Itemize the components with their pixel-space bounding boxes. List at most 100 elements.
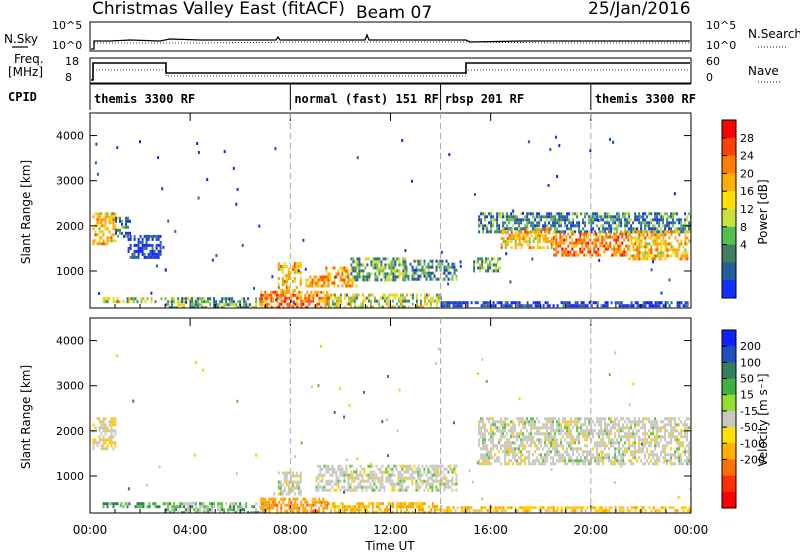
velocity-cell	[445, 476, 448, 480]
power-cell	[380, 269, 383, 273]
power-cell	[646, 224, 649, 228]
power-cell	[454, 301, 457, 305]
velocity-cell	[660, 450, 663, 454]
velocity-cell	[626, 438, 629, 442]
velocity-cell	[290, 506, 293, 510]
power-cell	[253, 306, 256, 308]
velocity-cell	[460, 506, 463, 510]
power-cell	[456, 301, 459, 305]
power-cell	[563, 253, 566, 257]
velocity-cell	[600, 438, 603, 442]
velocity-cell	[490, 453, 493, 457]
velocity-cell	[596, 447, 599, 451]
power-cell	[656, 212, 659, 216]
power-cell	[110, 221, 113, 225]
velocity-cell	[293, 474, 296, 478]
power-cell	[349, 278, 352, 282]
velocity-cell	[536, 456, 539, 460]
power-cell	[568, 304, 571, 308]
velocity-cell	[572, 459, 575, 463]
power-cell	[623, 250, 626, 254]
power-cell	[547, 184, 550, 187]
power-cell	[161, 187, 164, 191]
velocity-cell	[413, 502, 416, 506]
power-cell	[315, 281, 318, 285]
power-cell	[568, 212, 571, 216]
power-cell	[660, 233, 663, 237]
velocity-cell	[335, 488, 338, 492]
power-cell	[419, 262, 422, 266]
power-cell	[361, 293, 364, 297]
velocity-cell	[395, 508, 398, 512]
power-cell	[526, 240, 529, 244]
power-cell	[349, 302, 352, 306]
velocity-cell	[171, 505, 174, 509]
power-cell	[225, 297, 228, 301]
velocity-cell	[396, 429, 399, 433]
power-cell	[670, 242, 673, 246]
power-cell	[482, 227, 485, 231]
power-cell	[646, 254, 649, 258]
velocity-cell	[335, 505, 338, 509]
velocity-cell	[642, 444, 645, 448]
power-cell	[300, 290, 303, 294]
velocity-cell	[500, 438, 503, 442]
velocity-cell	[620, 453, 623, 457]
velocity-cell	[231, 508, 234, 512]
power-cell	[431, 296, 434, 300]
power-cell	[381, 296, 384, 300]
velocity-cell	[546, 506, 549, 510]
velocity-cell	[630, 459, 633, 463]
power-cell	[383, 293, 386, 297]
power-cell	[684, 236, 687, 240]
power-cell	[588, 218, 591, 222]
power-cell	[492, 224, 495, 228]
velocity-cell	[582, 429, 585, 433]
power-cell	[540, 228, 543, 232]
power-cell	[566, 212, 569, 216]
velocity-cell	[504, 426, 507, 430]
velocity-cell	[622, 429, 625, 433]
velocity-cell	[538, 447, 541, 451]
power-cell	[262, 299, 265, 303]
velocity-cell	[610, 432, 613, 436]
power-cell	[658, 236, 661, 240]
power-cell	[157, 249, 160, 253]
power-cell	[597, 253, 600, 257]
velocity-cell	[361, 467, 364, 471]
velocity-cell	[608, 417, 611, 421]
velocity-cell	[478, 444, 481, 448]
velocity-cell	[676, 435, 679, 439]
velocity-cell	[361, 488, 364, 492]
power-cell	[514, 227, 517, 231]
power-cell	[449, 265, 452, 269]
velocity-cell	[578, 459, 581, 463]
velocity-cell	[341, 502, 344, 506]
velocity-cell	[331, 467, 334, 471]
power-cell	[510, 301, 513, 305]
power-cell	[451, 274, 454, 278]
power-cell	[284, 293, 287, 297]
velocity-cell	[660, 426, 663, 430]
velocity-cell	[662, 420, 665, 424]
velocity-cell	[568, 506, 571, 510]
velocity-cell	[620, 464, 623, 468]
velocity-cell	[284, 503, 287, 507]
power-cell	[561, 247, 564, 251]
power-cell	[617, 238, 620, 242]
power-cell	[341, 284, 344, 288]
velocity-cell	[441, 482, 444, 486]
velocity-cell	[379, 470, 382, 474]
velocity-cell	[564, 423, 567, 427]
velocity-cell	[552, 506, 555, 510]
power-cell	[518, 227, 521, 231]
velocity-cell	[490, 429, 493, 433]
velocity-cell	[462, 509, 465, 513]
velocity-cell	[540, 453, 543, 457]
power-cell	[634, 230, 637, 234]
velocity-cell	[383, 488, 386, 492]
power-cell	[592, 221, 595, 225]
velocity-cell	[193, 453, 196, 457]
power-cell	[650, 248, 653, 252]
power-cell	[510, 237, 513, 241]
